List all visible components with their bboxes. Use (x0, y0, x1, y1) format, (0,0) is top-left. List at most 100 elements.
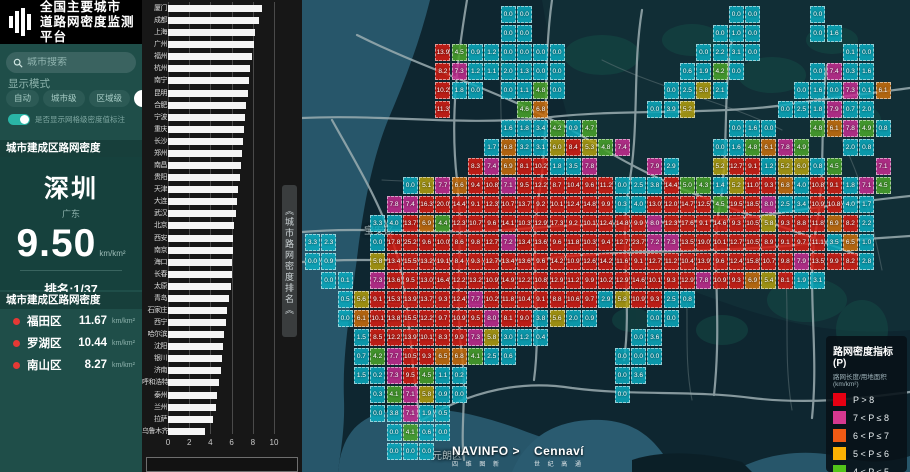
density-cell[interactable]: 10.8 (484, 177, 500, 194)
density-cell[interactable]: 3.1 (810, 272, 826, 289)
density-cell[interactable]: 2.9 (663, 158, 679, 175)
density-cell[interactable]: 1.5 (353, 329, 369, 346)
density-cell[interactable]: 7.8 (777, 139, 793, 156)
density-cell[interactable]: 6.5 (435, 348, 451, 365)
density-cell[interactable]: 9.7 (435, 310, 451, 327)
density-cell[interactable]: 13.9 (402, 329, 418, 346)
mode-button-2[interactable]: 区域级 (88, 90, 131, 107)
density-cell[interactable]: 5.8 (484, 329, 500, 346)
density-cell[interactable]: 0.0 (614, 177, 630, 194)
density-cell[interactable]: 10.4 (679, 253, 695, 270)
density-cell[interactable]: 12.5 (696, 196, 712, 213)
density-cell[interactable]: 12.0 (663, 196, 679, 213)
density-cell[interactable]: 7.2 (500, 234, 516, 251)
density-cell[interactable]: 1.8 (810, 101, 826, 118)
density-cell[interactable]: 0.9 (321, 253, 337, 270)
density-cell[interactable]: 3.5 (826, 234, 842, 251)
chart-bar-长沙[interactable] (168, 137, 244, 145)
density-cell[interactable]: 0.0 (370, 234, 386, 251)
density-cell[interactable]: 9.2 (533, 196, 549, 213)
density-cell[interactable]: 6.0 (549, 139, 565, 156)
density-cell[interactable]: 2.5 (484, 348, 500, 365)
density-cell[interactable]: 5.8 (370, 253, 386, 270)
density-cell[interactable]: 10.5 (402, 348, 418, 365)
density-cell[interactable]: 25.2 (402, 234, 418, 251)
density-cell[interactable]: 2.5 (777, 196, 793, 213)
density-cell[interactable]: 0.6 (419, 424, 435, 441)
density-cell[interactable]: 9.0 (516, 310, 532, 327)
density-cell[interactable]: 10.1 (647, 272, 663, 289)
density-cell[interactable]: 8.2 (842, 215, 858, 232)
density-cell[interactable]: 0.0 (859, 44, 875, 61)
density-cell[interactable]: 8.3 (435, 329, 451, 346)
density-cell[interactable]: 3.0 (500, 329, 516, 346)
density-cell[interactable]: 9.3 (728, 215, 744, 232)
density-cell[interactable]: 7.8 (582, 158, 598, 175)
density-cell[interactable]: 5.2 (679, 101, 695, 118)
density-cell[interactable]: 1.2 (484, 44, 500, 61)
chart-bar-宁波[interactable] (168, 113, 246, 121)
density-cell[interactable]: 3.3 (370, 215, 386, 232)
density-cell[interactable]: 12.7 (728, 234, 744, 251)
density-cell[interactable]: 7.8 (696, 272, 712, 289)
chart-bar-武汉[interactable] (168, 210, 236, 218)
density-cell[interactable]: 0.0 (516, 6, 532, 23)
density-cell[interactable]: 3.1 (533, 139, 549, 156)
density-cell[interactable]: 12.4 (565, 196, 581, 213)
density-cell[interactable]: 0.0 (500, 44, 516, 61)
density-cell[interactable]: 13.2 (419, 253, 435, 270)
density-cell[interactable]: 9.3 (419, 348, 435, 365)
density-cell[interactable]: 13.5 (679, 234, 695, 251)
density-cell[interactable]: 1.2 (761, 158, 777, 175)
density-cell[interactable]: 7.8 (842, 120, 858, 137)
density-cell[interactable]: 7.4 (614, 139, 630, 156)
chart-bar-济南[interactable] (168, 367, 221, 375)
density-cell[interactable]: 4.8 (533, 82, 549, 99)
density-cell[interactable]: 6.1 (826, 120, 842, 137)
density-cell[interactable]: 8.8 (549, 291, 565, 308)
chart-bar-兰州[interactable] (168, 403, 216, 411)
density-cell[interactable]: 15.8 (745, 253, 761, 270)
density-cell[interactable]: 4.3 (696, 177, 712, 194)
density-cell[interactable]: 8.1 (777, 272, 793, 289)
density-cell[interactable]: 10.3 (516, 215, 532, 232)
density-cell[interactable]: 1.9 (696, 63, 712, 80)
density-cell[interactable]: 4.5 (419, 367, 435, 384)
chart-bar-北京[interactable] (168, 222, 234, 230)
density-cell[interactable]: 0.0 (533, 44, 549, 61)
chart-bar-沈阳[interactable] (168, 343, 224, 351)
density-cell[interactable]: 10.2 (435, 82, 451, 99)
density-cell[interactable]: 9.9 (598, 196, 614, 213)
density-cell[interactable]: 7.3 (386, 367, 402, 384)
density-cell[interactable]: 9.1 (468, 196, 483, 213)
density-cell[interactable]: 5.4 (761, 272, 777, 289)
density-cell[interactable]: 0.0 (663, 82, 679, 99)
density-cell[interactable]: 9.3 (435, 291, 451, 308)
density-cell[interactable]: 9.5 (516, 177, 532, 194)
density-cell[interactable]: 0.0 (500, 6, 516, 23)
density-cell[interactable]: 6.1 (875, 82, 891, 99)
density-cell[interactable]: 4.8 (598, 139, 614, 156)
density-cell[interactable]: 8.7 (549, 177, 565, 194)
density-cell[interactable]: 9.1 (370, 291, 386, 308)
density-cell[interactable]: 0.8 (810, 158, 826, 175)
density-cell[interactable]: 14.8 (614, 215, 630, 232)
density-cell[interactable]: 11.8 (810, 215, 826, 232)
density-cell[interactable]: 0.0 (728, 63, 744, 80)
density-cell[interactable]: 9.1 (696, 215, 712, 232)
density-cell[interactable]: 0.0 (321, 272, 337, 289)
density-cell[interactable]: 10.9 (810, 196, 826, 213)
density-cell[interactable]: 6.8 (533, 101, 549, 118)
density-cell[interactable]: 11.6 (614, 253, 630, 270)
density-cell[interactable]: 4.1 (402, 424, 418, 441)
density-cell[interactable]: 8.8 (794, 215, 809, 232)
density-cell[interactable]: 13.4 (516, 234, 532, 251)
density-cell[interactable]: 2.0 (565, 310, 581, 327)
density-cell[interactable]: 5.2 (728, 177, 744, 194)
density-cell[interactable]: 12.4 (451, 291, 467, 308)
chart-bar-银川[interactable] (168, 355, 223, 363)
density-cell[interactable]: 0.8 (875, 120, 891, 137)
density-cell[interactable]: 8.6 (451, 234, 467, 251)
density-cell[interactable]: 2.3 (321, 234, 337, 251)
density-cell[interactable]: 10.9 (712, 272, 728, 289)
